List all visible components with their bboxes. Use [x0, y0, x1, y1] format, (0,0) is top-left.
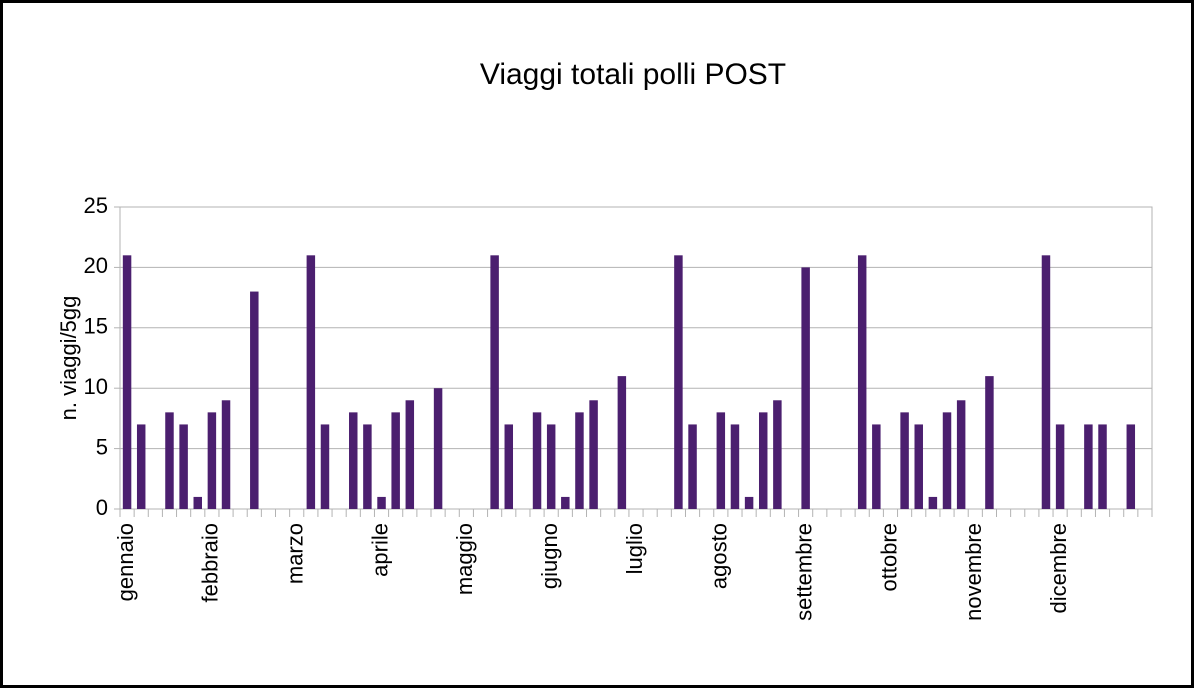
bar: [193, 496, 202, 509]
bar: [914, 424, 923, 509]
bar: [250, 291, 259, 509]
bar: [122, 255, 132, 509]
bar: [900, 412, 909, 509]
bar: [674, 255, 683, 509]
y-tick-label: 10: [84, 374, 108, 399]
bar: [857, 255, 867, 509]
bar: [575, 412, 584, 509]
x-tick-label: luglio: [622, 523, 647, 574]
bar: [179, 424, 188, 509]
bar: [546, 424, 556, 509]
bar: [589, 400, 598, 509]
x-tick-label: agosto: [707, 523, 732, 589]
y-tick-label: 20: [84, 253, 108, 278]
bar: [532, 412, 542, 509]
bar: [688, 424, 697, 509]
bar: [956, 400, 966, 509]
x-tick-label: dicembre: [1046, 523, 1071, 613]
bar: [773, 400, 782, 509]
bar: [320, 424, 330, 509]
bar: [1084, 424, 1093, 509]
bar: [1098, 424, 1107, 509]
bar: [490, 255, 499, 509]
bar: [207, 412, 217, 509]
y-tick-label: 15: [84, 314, 108, 339]
bar: [744, 496, 754, 509]
bar: [306, 255, 316, 509]
bar: [716, 412, 726, 509]
bar: [730, 424, 740, 509]
bar: [363, 424, 372, 509]
bar: [985, 376, 994, 509]
chart-title: Viaggi totali polli POST: [480, 58, 786, 91]
bar: [349, 412, 358, 509]
bar: [942, 412, 952, 509]
bar: [801, 267, 810, 509]
x-tick-label: giugno: [537, 523, 562, 589]
y-tick-label: 5: [96, 434, 108, 459]
x-tick-label: ottobre: [876, 523, 901, 592]
bar: [504, 424, 514, 509]
bar: [1055, 424, 1065, 509]
y-tick-label: 25: [84, 193, 108, 218]
x-tick-label: marzo: [283, 523, 308, 584]
bar: [928, 496, 938, 509]
y-tick-label: 0: [96, 495, 108, 520]
bar: [377, 496, 386, 509]
bar: [617, 376, 627, 509]
bar: [165, 412, 174, 509]
bar: [433, 388, 443, 509]
x-tick-label: settembre: [791, 523, 816, 621]
x-tick-label: aprile: [367, 523, 392, 577]
y-axis-label: n. viaggi/5gg: [56, 296, 81, 421]
bar: [405, 400, 415, 509]
bar: [561, 496, 570, 509]
bar: [872, 424, 881, 509]
bar: [758, 412, 768, 509]
bar: [136, 424, 146, 509]
x-tick-label: novembre: [961, 523, 986, 621]
bar: [391, 412, 400, 509]
x-tick-label: febbraio: [198, 523, 223, 603]
bar: [1041, 255, 1051, 509]
bar: [1126, 424, 1136, 509]
bar: [221, 400, 231, 509]
x-tick-label: maggio: [452, 523, 477, 595]
x-tick-label: gennaio: [113, 523, 138, 601]
